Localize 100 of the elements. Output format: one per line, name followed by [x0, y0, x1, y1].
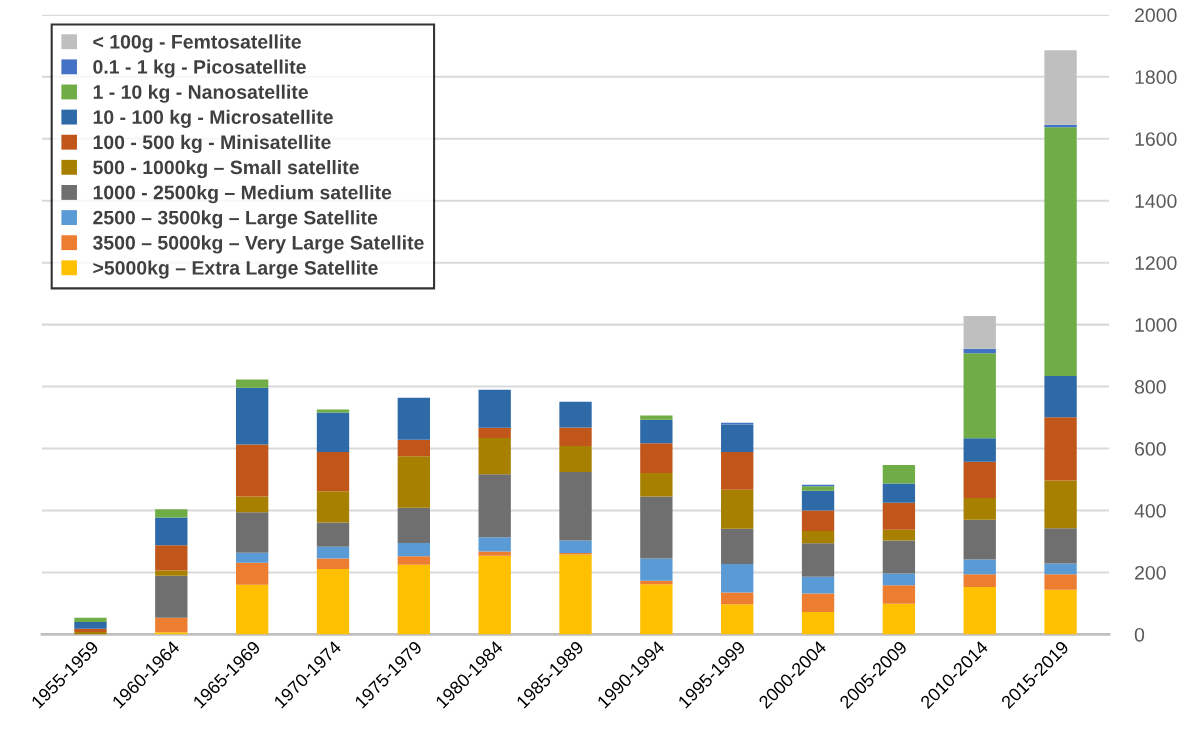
bar [316, 409, 350, 413]
bar [478, 537, 511, 552]
bar [640, 580, 673, 585]
y-tick-label: 1400 [1135, 194, 1177, 208]
bar [1044, 127, 1077, 377]
bar [155, 509, 188, 518]
bar [801, 612, 835, 635]
y-tick-label: 600 [1135, 442, 1166, 456]
bar [559, 427, 592, 447]
bar [721, 604, 754, 635]
bar [235, 584, 269, 635]
bar [316, 412, 350, 452]
bar [155, 632, 188, 635]
bar [316, 558, 350, 570]
bar [1044, 563, 1077, 575]
bar [74, 622, 107, 629]
bar [235, 387, 269, 445]
bar [963, 348, 996, 354]
bar [801, 510, 835, 531]
bar [155, 617, 188, 633]
bar [1044, 574, 1077, 590]
y-tick-label: 400 [1134, 503, 1166, 518]
bar [640, 584, 673, 635]
bar [155, 517, 188, 546]
bar [1044, 528, 1077, 564]
legend-label: < 100g - Femtosatellite [93, 34, 301, 53]
bar [1044, 480, 1077, 529]
bar [963, 353, 996, 439]
bar [640, 558, 673, 581]
bar [963, 519, 996, 560]
bar [478, 427, 511, 439]
y-tick-label: 0 [1134, 627, 1145, 642]
bar [397, 507, 430, 544]
bar [235, 562, 269, 585]
bar [559, 554, 592, 635]
y-tick-label: 2000 [1135, 8, 1177, 23]
y-tick-label: 1600 [1135, 132, 1177, 146]
y-tick-label: 1800 [1135, 70, 1177, 85]
bar [316, 451, 350, 492]
bar [963, 315, 996, 349]
legend-label: 2500 – 3500kg – Large Satellite [93, 210, 378, 229]
legend-label: 1 - 10 kg - Nanosatellite [93, 84, 308, 103]
bar [1044, 376, 1077, 418]
legend-label: 500 - 1000kg – Small satellite [93, 159, 359, 179]
bar [74, 617, 107, 623]
bar [397, 397, 430, 440]
bar [316, 491, 350, 523]
bar [559, 446, 592, 473]
bar [640, 419, 673, 444]
legend-label: >5000kg – Extra Large Satellite [93, 260, 378, 279]
legend-label: 100 - 500 kg - Minisatellite [93, 134, 331, 154]
bar [235, 552, 269, 563]
bar [721, 489, 754, 529]
y-tick-label: 800 [1134, 380, 1166, 394]
legend-label: 10 - 100 kg - Microsatellite [93, 109, 333, 128]
bar [963, 498, 996, 520]
bar [801, 530, 835, 544]
bar [235, 444, 269, 497]
bar [155, 545, 188, 571]
bar [801, 486, 835, 491]
bar [1044, 589, 1077, 635]
bar [235, 512, 269, 553]
bar [721, 592, 754, 605]
bar [963, 574, 996, 588]
bar [882, 585, 916, 604]
bar [155, 570, 188, 576]
bar [478, 474, 511, 538]
bar [478, 438, 511, 475]
bar [882, 502, 916, 530]
bar [721, 424, 754, 452]
y-tick-label: 1000 [1135, 318, 1177, 332]
bar [397, 564, 430, 635]
bar [478, 551, 511, 556]
bar [640, 443, 673, 474]
bar [801, 576, 835, 594]
bar [882, 540, 916, 574]
bar [155, 575, 188, 618]
bar [235, 379, 269, 388]
bar [963, 587, 996, 635]
bar [397, 439, 430, 457]
bar [721, 451, 754, 490]
legend-label: 1000 - 2500kg – Medium satellite [93, 185, 392, 204]
bar [397, 543, 430, 557]
bar [963, 438, 996, 462]
bar [721, 564, 754, 593]
bar [640, 473, 673, 497]
bar [1044, 50, 1077, 125]
legend-label: 0.1 - 1 kg - Picosatellite [93, 59, 306, 78]
bar [882, 573, 916, 586]
bar [397, 556, 430, 565]
bar [882, 529, 916, 541]
bar [478, 389, 511, 428]
y-tick-label: 200 [1135, 565, 1166, 580]
bar [963, 559, 996, 575]
legend-label: 3500 – 5000kg – Very Large Satellite [92, 235, 424, 254]
bar [1044, 417, 1077, 481]
bar [397, 456, 430, 508]
bar [640, 496, 673, 559]
bar [801, 543, 835, 577]
bar [640, 415, 673, 420]
